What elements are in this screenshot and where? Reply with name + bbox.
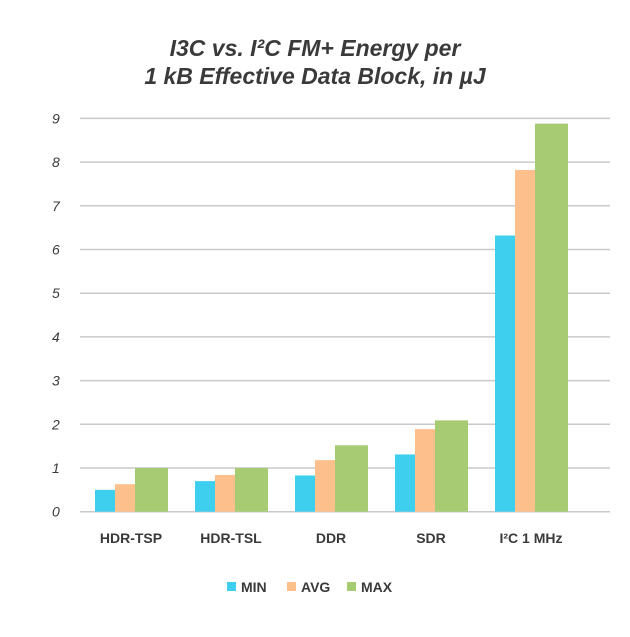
y-tick-label: 9	[52, 110, 60, 126]
y-tick-label: 3	[52, 373, 60, 389]
y-tick-label: 6	[52, 242, 60, 258]
bar-avg	[415, 429, 435, 512]
chart-title-line2: 1 kB Effective Data Block, in µJ	[144, 63, 486, 89]
y-tick-label: 7	[52, 198, 61, 214]
x-tick-label: I²C 1 MHz	[500, 530, 563, 546]
bar-avg	[315, 460, 335, 512]
legend-label-min: MIN	[241, 579, 267, 595]
y-tick-label: 5	[52, 285, 60, 301]
bar-max	[435, 420, 468, 512]
x-tick-label: SDR	[416, 530, 446, 546]
y-tick-label: 8	[52, 154, 60, 170]
bar-max	[335, 445, 368, 512]
bar-max	[535, 123, 568, 512]
bar-min	[195, 481, 215, 512]
x-tick-label: HDR-TSL	[200, 530, 262, 546]
bar-avg	[215, 474, 235, 512]
legend-swatch-avg	[287, 582, 296, 591]
bar-avg	[515, 169, 535, 512]
bar-min	[495, 235, 515, 512]
legend-label-avg: AVG	[301, 579, 330, 595]
bar-min	[295, 475, 315, 512]
x-tick-label: HDR-TSP	[100, 530, 162, 546]
legend-label-max: MAX	[361, 579, 393, 595]
y-tick-label: 1	[52, 460, 60, 476]
chart-title: I3C vs. I²C FM+ Energy per 1 kB Effectiv…	[0, 34, 630, 90]
chart-title-line1: I3C vs. I²C FM+ Energy per	[169, 35, 461, 61]
bar-max	[235, 468, 268, 512]
bar-min	[95, 489, 115, 512]
legend-swatch-max	[347, 582, 356, 591]
bar-max	[135, 468, 168, 512]
bar-avg	[115, 484, 135, 512]
y-tick-label: 0	[52, 504, 60, 520]
x-tick-label: DDR	[316, 530, 346, 546]
y-tick-label: 4	[52, 329, 60, 345]
bar-min	[395, 454, 415, 512]
y-tick-label: 2	[51, 416, 60, 432]
legend-swatch-min	[227, 582, 236, 591]
